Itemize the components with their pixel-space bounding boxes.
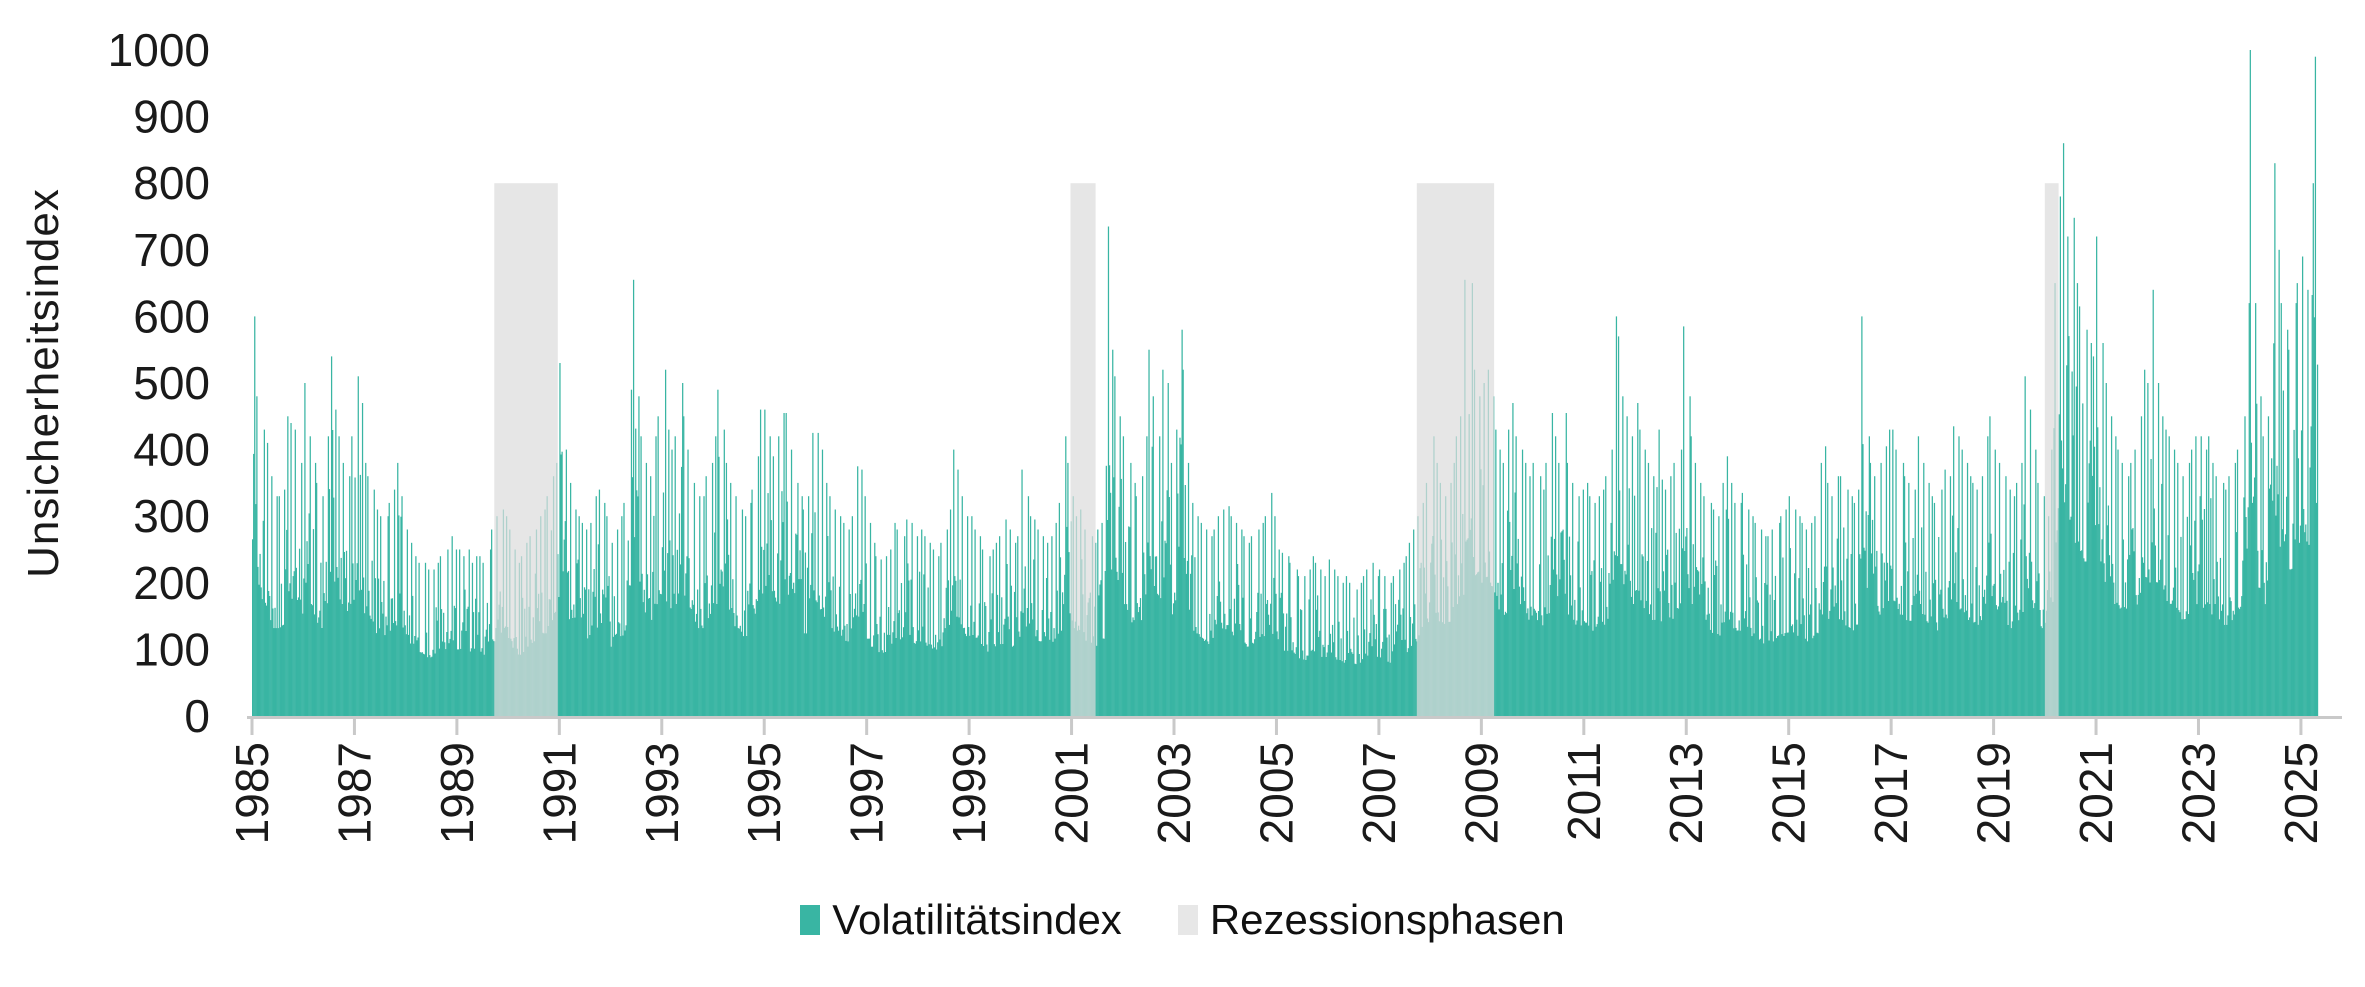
legend-label-volatilitaetsindex: Volatilitätsindex (832, 896, 1122, 943)
y-axis-tick-labels: 0 100 200 300 400 500 600 700 800 900 1000 (108, 24, 210, 742)
recession-band (494, 183, 558, 716)
volatility-swatch-icon (800, 905, 821, 935)
x-tick-label: 1999 (943, 742, 995, 844)
y-tick-label: 600 (133, 290, 210, 342)
y-tick-label: 300 (133, 490, 210, 542)
y-tick-label: 400 (133, 424, 210, 476)
y-tick-label: 0 (184, 690, 210, 742)
x-tick-label: 2015 (1763, 742, 1815, 844)
bars-volatilitaetsindex (252, 50, 2319, 717)
y-axis-title: Unsicherheitsindex (19, 188, 68, 578)
x-tick-label: 1995 (738, 742, 790, 844)
y-tick-label: 200 (133, 557, 210, 609)
recession-swatch-icon (1177, 905, 1198, 935)
x-tick-label: 2001 (1046, 742, 1098, 844)
y-tick-label: 900 (133, 91, 210, 143)
recession-band (1070, 183, 1096, 716)
recession-band (2044, 183, 2059, 716)
x-tick-label: 2009 (1455, 742, 1507, 844)
x-tick-label: 1987 (328, 742, 380, 844)
chart-legend: Volatilitätsindex Rezessionsphasen (0, 896, 2365, 944)
recession-bands (494, 183, 2059, 716)
x-tick-label: 2025 (2275, 742, 2327, 844)
y-tick-label: 800 (133, 157, 210, 209)
x-tick-label: 2007 (1353, 742, 1405, 844)
x-tick-label: 1993 (636, 742, 688, 844)
x-tick-label: 1989 (431, 742, 483, 844)
x-axis (247, 716, 2342, 735)
x-axis-tick-labels: 1985 1987 1989 1991 1993 1995 1997 1999 2001 2003… (226, 742, 2327, 844)
x-tick-label: 1985 (226, 742, 278, 844)
x-tick-label: 1997 (841, 742, 893, 844)
x-tick-label: 2011 (1558, 742, 1610, 841)
x-tick-label: 2003 (1148, 742, 1200, 844)
y-tick-label: 100 (133, 623, 210, 675)
x-tick-label: 1991 (533, 742, 585, 844)
x-tick-label: 2005 (1250, 742, 1302, 844)
legend-item-rezessionsphasen: Rezessionsphasen (1177, 896, 1565, 944)
y-tick-label: 1000 (108, 24, 210, 76)
x-tick-label: 2013 (1660, 742, 1712, 844)
y-tick-label: 500 (133, 357, 210, 409)
x-tick-label: 2017 (1865, 742, 1917, 844)
legend-label-rezessionsphasen: Rezessionsphasen (1209, 896, 1565, 943)
x-tick-label: 2023 (2172, 742, 2224, 844)
legend-item-volatilitaetsindex: Volatilitätsindex (800, 896, 1122, 944)
recession-band (1416, 183, 1495, 716)
x-tick-label: 2021 (2070, 742, 2122, 844)
y-tick-label: 700 (133, 224, 210, 276)
x-tick-label: 2019 (1968, 742, 2020, 844)
